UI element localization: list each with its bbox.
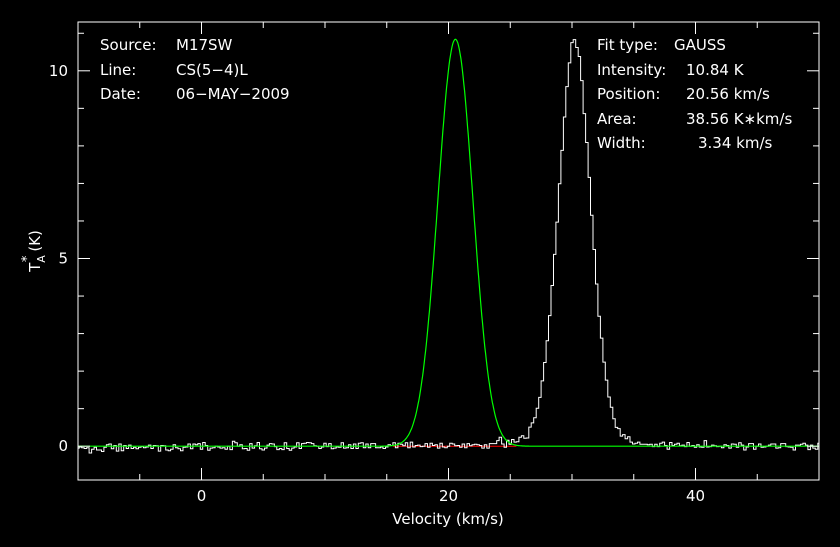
info-date-value: 06−MAY−2009	[176, 85, 290, 103]
x-tick-label: 0	[197, 487, 207, 505]
gaussian-fit-curve	[78, 38, 819, 447]
info-area-label: Area:	[597, 110, 637, 128]
info-fit-type-label: Fit type:	[597, 36, 658, 54]
y-tick-label: 10	[49, 62, 68, 80]
info-intensity-label: Intensity:	[597, 61, 666, 79]
info-block-left: Source: M17SW Line: CS(5−4)L Date: 06−MA…	[100, 36, 290, 103]
x-tick-label: 20	[439, 487, 458, 505]
plot-area	[78, 38, 819, 454]
info-intensity-value: 10.84 K	[686, 61, 745, 79]
y-tick-label: 0	[58, 437, 68, 455]
info-width-label: Width:	[597, 134, 646, 152]
info-source-label: Source:	[100, 36, 157, 54]
info-position-value: 20.56 km/s	[686, 85, 770, 103]
info-block-right: Fit type: GAUSS Intensity: 10.84 K Posit…	[597, 36, 792, 152]
info-line-value: CS(5−4)L	[176, 61, 248, 79]
y-tick-label: 5	[58, 250, 68, 268]
info-date-label: Date:	[100, 85, 141, 103]
y-axis-label-main: T	[26, 262, 44, 273]
info-line-label: Line:	[100, 61, 136, 79]
axis-ticks: 0 20 40 0 5 10	[49, 22, 820, 505]
info-width-value: 3.34 km/s	[698, 134, 773, 152]
svg-text:TA*(K): TA* (K)	[20, 230, 48, 273]
info-position-label: Position:	[597, 85, 660, 103]
x-axis-label: Velocity (km/s)	[392, 510, 503, 528]
y-axis-label: TA* (K)	[20, 230, 48, 273]
x-tick-label: 40	[686, 487, 705, 505]
info-area-value: 38.56 K∗km/s	[686, 110, 792, 128]
y-axis-label-sub: A	[35, 255, 48, 263]
info-fit-type-value: GAUSS	[674, 36, 726, 54]
y-axis-label-unit: (K)	[26, 230, 44, 252]
info-source-value: M17SW	[176, 36, 233, 54]
y-axis-label-sup: *	[20, 255, 35, 262]
